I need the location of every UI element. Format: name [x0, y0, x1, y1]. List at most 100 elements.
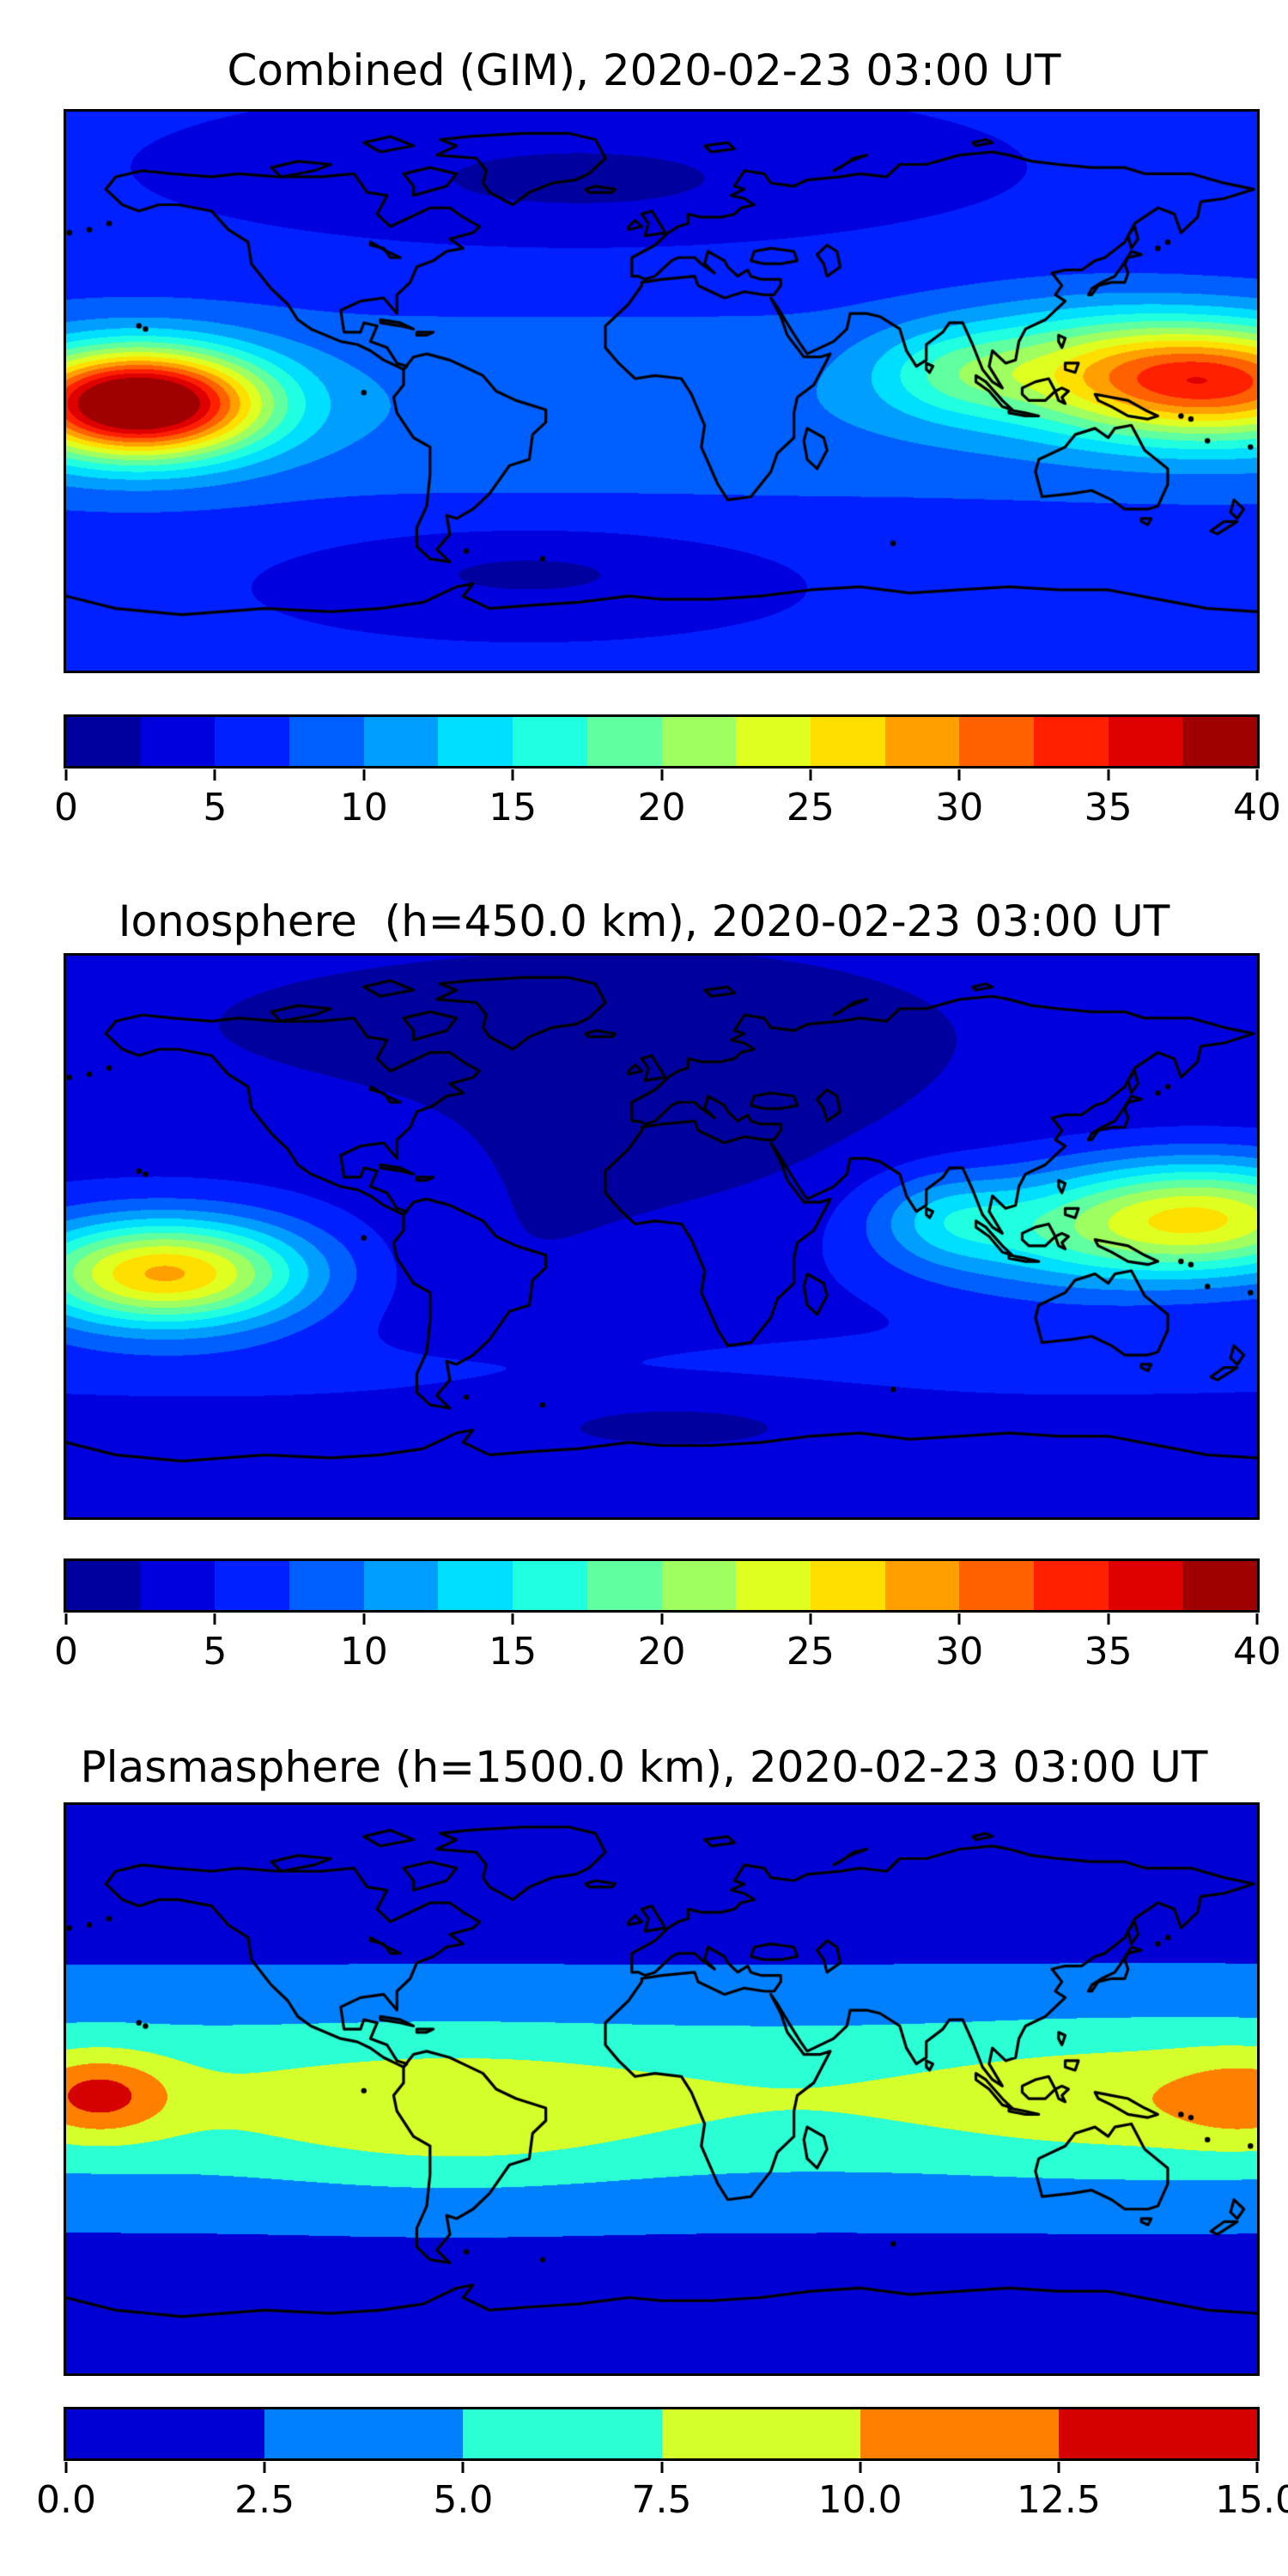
- colorbar-tick-label: 10: [339, 1630, 388, 1674]
- colorbar-segment: [959, 1561, 1034, 1610]
- panel2-colorbar-labels: 0 5 10 15 20 25 30 35 40: [54, 1630, 1281, 1674]
- colorbar-segment: [810, 1561, 885, 1610]
- panel3-colorbar-segments: [66, 2409, 1258, 2458]
- colorbar-tick-mark: [1057, 2462, 1060, 2473]
- colorbar-segment: [264, 2409, 464, 2458]
- colorbar-segment: [586, 717, 662, 766]
- colorbar-segment: [884, 1561, 960, 1610]
- panel3-map-canvas: [66, 1805, 1257, 2373]
- colorbar-tick-label: 0: [54, 786, 78, 829]
- colorbar-tick-mark: [957, 1613, 961, 1625]
- colorbar-tick-mark: [511, 1613, 514, 1625]
- colorbar-tick-label: 2.5: [234, 2478, 295, 2522]
- colorbar-segment: [810, 717, 885, 766]
- colorbar-segment: [66, 2409, 265, 2458]
- colorbar-segment: [661, 717, 737, 766]
- colorbar-tick-mark: [461, 2462, 465, 2473]
- colorbar-tick-label: 30: [935, 786, 984, 829]
- colorbar-segment: [363, 717, 439, 766]
- colorbar-tick-label: 25: [786, 1630, 835, 1674]
- colorbar-tick-mark: [362, 1613, 366, 1625]
- panel2-colorbar-segments: [66, 1561, 1257, 1610]
- colorbar-tick-mark: [64, 769, 68, 781]
- panel1-map-canvas: [66, 112, 1257, 671]
- colorbar-tick-mark: [362, 769, 366, 781]
- colorbar-tick-mark: [1255, 2462, 1259, 2473]
- colorbar-tick-mark: [660, 1613, 663, 1625]
- colorbar-segment: [586, 1561, 662, 1610]
- panel2-colorbar: [64, 1558, 1260, 1613]
- colorbar-tick-label: 30: [935, 1630, 984, 1674]
- panel2-map-frame: [64, 953, 1260, 1520]
- colorbar-segment: [289, 717, 364, 766]
- colorbar-segment: [860, 2409, 1059, 2458]
- colorbar-tick-label: 15: [489, 786, 538, 829]
- colorbar-segment: [661, 1561, 737, 1610]
- colorbar-segment: [736, 1561, 811, 1610]
- colorbar-segment: [215, 717, 290, 766]
- colorbar-segment: [463, 2409, 662, 2458]
- colorbar-tick-mark: [1107, 1613, 1110, 1625]
- colorbar-tick-mark: [64, 1613, 68, 1625]
- colorbar-tick-mark: [64, 2462, 68, 2473]
- colorbar-segment: [513, 717, 587, 766]
- colorbar-tick-label: 10: [339, 786, 388, 829]
- colorbar-segment: [1033, 717, 1109, 766]
- colorbar-tick-mark: [263, 2462, 266, 2473]
- colorbar-tick-label: 5: [203, 1630, 228, 1674]
- colorbar-segment: [363, 1561, 439, 1610]
- colorbar-tick-label: 20: [637, 1630, 686, 1674]
- colorbar-tick-label: 5: [203, 786, 228, 829]
- colorbar-segment: [1182, 1561, 1257, 1610]
- colorbar-segment: [289, 1561, 364, 1610]
- colorbar-segment: [884, 717, 960, 766]
- colorbar-tick-label: 5.0: [433, 2478, 494, 2522]
- panel2-colorbar-ticks: [64, 1613, 1259, 1625]
- colorbar-tick-label: 0.0: [36, 2478, 96, 2522]
- colorbar-tick-label: 35: [1084, 1630, 1133, 1674]
- panel3-colorbar-labels: 0.0 2.5 5.0 7.5 10.0 12.5 15.0: [36, 2478, 1288, 2522]
- panel1-colorbar-labels: 0 5 10 15 20 25 30 35 40: [54, 786, 1281, 829]
- panel3-title: Plasmasphere (h=1500.0 km), 2020-02-23 0…: [80, 1742, 1208, 1792]
- colorbar-tick-mark: [660, 769, 663, 781]
- colorbar-tick-mark: [511, 769, 514, 781]
- colorbar-tick-label: 15: [489, 1630, 538, 1674]
- colorbar-segment: [1182, 717, 1257, 766]
- colorbar-segment: [736, 717, 811, 766]
- colorbar-segment: [215, 1561, 290, 1610]
- colorbar-tick-mark: [859, 2462, 862, 2473]
- panel1-colorbar: [64, 714, 1260, 769]
- panel1-map-frame: [64, 109, 1260, 673]
- colorbar-segment: [66, 717, 141, 766]
- panel3-colorbar: [64, 2407, 1260, 2461]
- colorbar-tick-mark: [809, 1613, 812, 1625]
- colorbar-segment: [1033, 1561, 1109, 1610]
- colorbar-segment: [438, 717, 513, 766]
- colorbar-tick-mark: [957, 769, 961, 781]
- colorbar-segment: [140, 717, 216, 766]
- panel3-colorbar-ticks: [64, 2462, 1259, 2474]
- colorbar-tick-label: 20: [637, 786, 686, 829]
- colorbar-segment: [1108, 717, 1183, 766]
- panel2-title: Ionosphere (h=450.0 km), 2020-02-23 03:0…: [118, 896, 1170, 946]
- colorbar-tick-label: 25: [786, 786, 835, 829]
- colorbar-segment: [140, 1561, 216, 1610]
- colorbar-tick-label: 15.0: [1215, 2478, 1288, 2522]
- panel1-colorbar-segments: [66, 717, 1257, 766]
- panel3-map-frame: [64, 1802, 1260, 2376]
- colorbar-tick-mark: [1255, 769, 1259, 781]
- colorbar-segment: [959, 717, 1034, 766]
- panel1-colorbar-ticks: [64, 769, 1259, 781]
- colorbar-segment: [513, 1561, 587, 1610]
- colorbar-tick-mark: [660, 2462, 663, 2473]
- colorbar-tick-mark: [1255, 1613, 1259, 1625]
- colorbar-tick-label: 7.5: [631, 2478, 692, 2522]
- colorbar-segment: [661, 2409, 860, 2458]
- colorbar-segment: [438, 1561, 513, 1610]
- colorbar-segment: [1058, 2409, 1258, 2458]
- colorbar-tick-label: 10.0: [817, 2478, 902, 2522]
- colorbar-tick-mark: [1107, 769, 1110, 781]
- colorbar-tick-label: 40: [1233, 786, 1281, 829]
- colorbar-segment: [1108, 1561, 1183, 1610]
- colorbar-tick-label: 40: [1233, 1630, 1281, 1674]
